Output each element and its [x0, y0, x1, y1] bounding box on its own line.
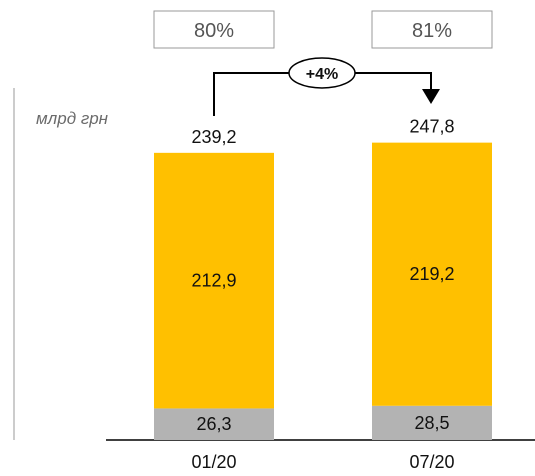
growth-oval	[288, 57, 356, 89]
data-label-1-2: 28,5	[414, 413, 449, 433]
unit-label: млрд грн	[36, 109, 109, 128]
bar-segment-1-1	[154, 408, 274, 440]
data-label-2-1: 212,9	[191, 271, 236, 291]
bar-segment-2-2	[372, 142, 492, 406]
bar-segment-1-2	[372, 405, 492, 440]
total-label-1: 239,2	[191, 127, 236, 147]
x-tick-label-1: 01/20	[191, 452, 236, 472]
growth-label: +4%	[306, 66, 338, 83]
share-box-2: 81%	[371, 10, 493, 49]
data-label-2-2: 219,2	[409, 264, 454, 284]
growth-arrowhead	[422, 89, 440, 104]
share-box-1: 80%	[153, 10, 275, 49]
x-tick-label-2: 07/20	[409, 452, 454, 472]
bar-segment-2-1	[154, 152, 274, 409]
share-label-1: 80%	[194, 20, 234, 42]
bars-group: 26,3 212,9 239,2 01/20 28,5 219,2 247,8 07/20	[154, 117, 492, 472]
data-label-1-1: 26,3	[196, 414, 231, 434]
share-label-2: 81%	[412, 20, 452, 42]
total-label-2: 247,8	[409, 117, 454, 137]
